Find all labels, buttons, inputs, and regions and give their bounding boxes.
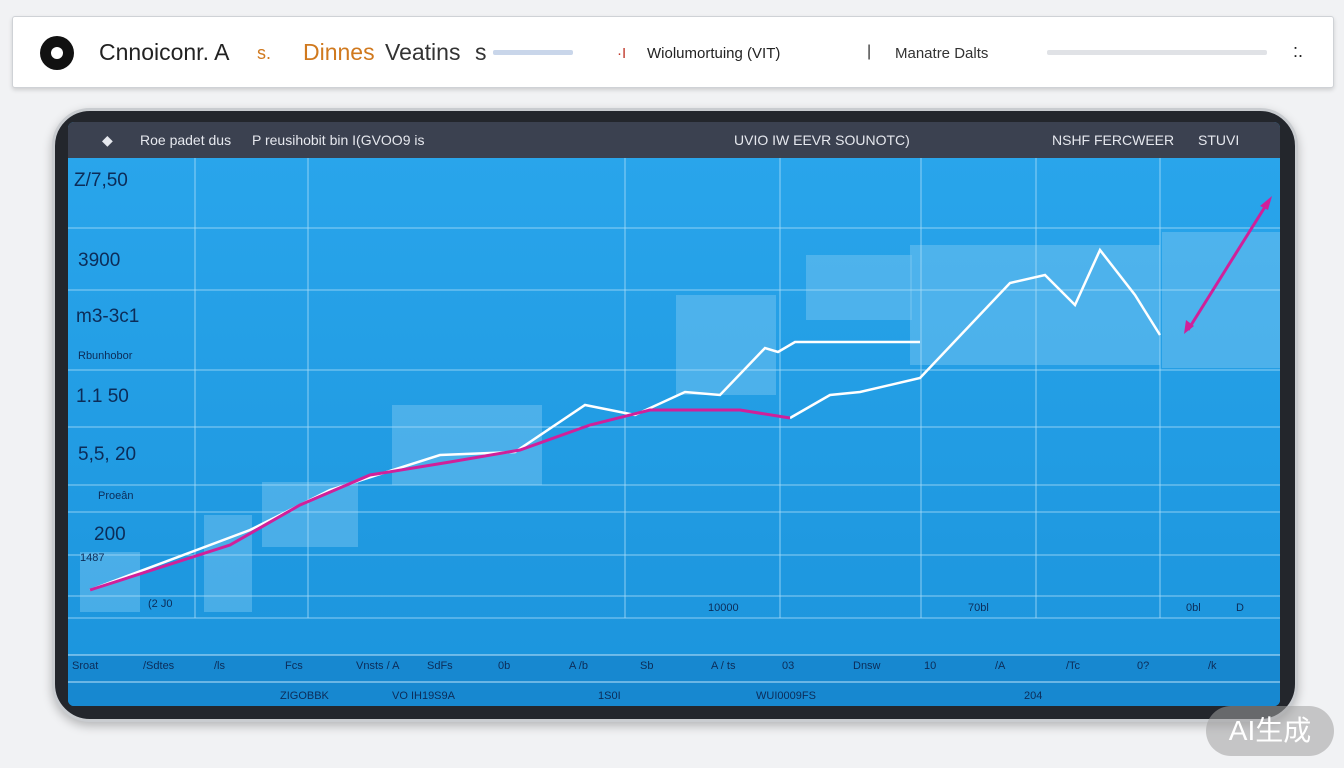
y-label: 1487 [80,552,105,564]
screen: ◆ Roe padet dus P reusihobit bin I(GVOO9… [68,122,1280,706]
nav-item[interactable]: Wiolumortuing (VIT) [647,45,781,62]
x-label: 70bl [968,602,989,614]
bar-text: NSHF FERCWEER [1052,132,1175,148]
bottom-label: 204 [1024,690,1043,702]
separator: | [867,43,872,60]
line-series [89,408,791,592]
bar-text: P reusihobit bin I(GVOO9 is [252,132,425,148]
bottom-label: Sroat [72,660,99,672]
arrow-head [1260,196,1272,210]
y-label: 3900 [78,250,121,271]
decoration [1047,50,1267,55]
nav-item[interactable]: Manatre Dalts [895,45,989,62]
y-label: 200 [94,524,126,545]
arrow-head [1184,320,1194,334]
bottom-label: /Sdtes [143,660,175,672]
bottom-label: VO IH19S9A [392,690,455,702]
highlight-blocks [80,232,1280,612]
screen-top-bar: ◆ Roe padet dus P reusihobit bin I(GVOO9… [68,122,1280,158]
header-bar: Cnnoiconr. A s. Dinnes Veatins s ·I Wiol… [12,16,1334,88]
decoration [493,50,573,55]
bottom-label: ZIGOBBK [280,690,329,702]
chart-canvas [68,158,1280,706]
bottom-label: 10 [924,660,937,672]
bottom-label: A / ts [711,660,736,672]
x-label: 10000 [708,602,739,614]
bottom-label: Fcs [285,660,303,672]
app-name: Veatins [385,39,461,65]
logo [40,36,74,70]
bottom-label: 0b [498,660,511,672]
grid [68,158,1280,619]
y-label: m3-3c1 [76,306,140,327]
x-label: D [1236,602,1244,614]
y-label: (2 J0 [148,598,173,610]
bottom-label: Sb [640,660,654,672]
app-name: Dinnes [303,39,375,65]
bottom-label: 1S0I [598,690,621,702]
bottom-label: /A [995,660,1006,672]
bottom-label: A /b [569,660,588,672]
bar-title: UVIO IW EEVR SOUNOTC) [734,132,910,148]
icon: ◆ [102,132,113,148]
y-label: 1.1 50 [76,386,129,407]
watermark: AI生成 [1206,706,1334,756]
brand-suffix: s. [257,43,272,63]
bottom-label: /ls [214,660,225,672]
bottom-label: /Tc [1066,660,1081,672]
y-label: Proeân [98,490,134,502]
app-name: s [475,39,487,65]
line-series [789,247,1162,420]
nav-item[interactable]: ·I [617,45,627,62]
bottom-label: Vnsts / A [356,660,400,672]
bottom-label: SdFs [427,660,453,672]
bottom-strip [68,655,1280,706]
brand: Cnnoiconr. A [99,39,230,65]
y-label: Rbunhobor [78,350,133,362]
y-label: 5,5, 20 [78,444,137,465]
y-label: Z/7,50 [74,170,128,191]
bar-text[interactable]: STUVI [1198,132,1240,148]
bottom-label: 03 [782,660,795,672]
bottom-label: WUI0009FS [756,690,816,702]
trend-arrow [1186,201,1270,331]
bottom-label: 0? [1137,660,1150,672]
menu-button[interactable]: :. [1293,41,1304,61]
x-label: 0bl [1186,602,1201,614]
bottom-label: /k [1208,660,1217,672]
bar-text: Roe padet dus [140,132,232,148]
bottom-label: Dnsw [853,660,881,672]
